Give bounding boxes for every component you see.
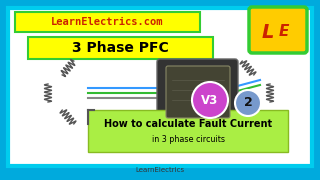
FancyBboxPatch shape xyxy=(28,37,213,59)
Text: 3 Phase PFC: 3 Phase PFC xyxy=(72,41,168,55)
Text: LearnElectrics: LearnElectrics xyxy=(135,167,185,173)
Circle shape xyxy=(192,82,228,118)
FancyBboxPatch shape xyxy=(157,59,238,133)
Circle shape xyxy=(235,90,261,116)
Text: V3: V3 xyxy=(201,93,219,107)
Text: 2: 2 xyxy=(244,96,252,109)
FancyBboxPatch shape xyxy=(249,7,307,53)
Text: E: E xyxy=(279,24,289,39)
FancyBboxPatch shape xyxy=(15,12,200,32)
FancyBboxPatch shape xyxy=(8,8,312,166)
FancyBboxPatch shape xyxy=(88,110,288,152)
FancyBboxPatch shape xyxy=(166,66,230,118)
Text: in 3 phase circuits: in 3 phase circuits xyxy=(151,136,225,145)
Text: LearnElectrics.com: LearnElectrics.com xyxy=(51,17,163,27)
Text: How to calculate Fault Current: How to calculate Fault Current xyxy=(104,119,272,129)
Text: L: L xyxy=(262,22,274,42)
